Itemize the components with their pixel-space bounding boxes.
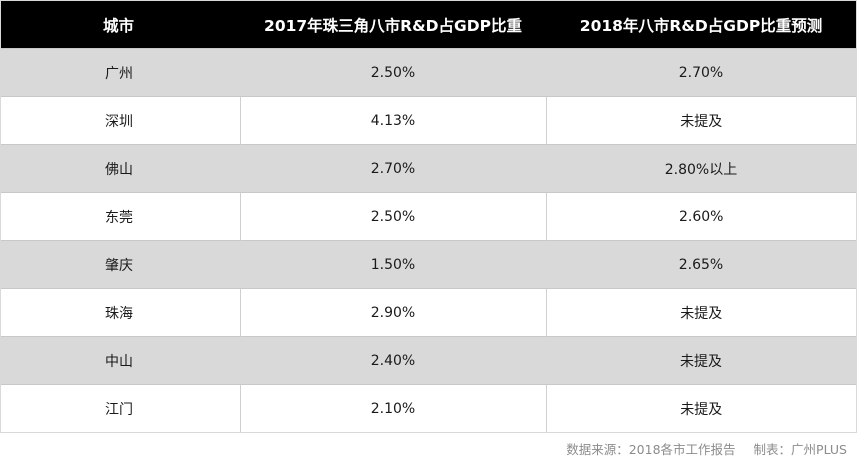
cell-city: 东莞 (1, 192, 240, 241)
cell-2017: 2.70% (240, 144, 546, 193)
cell-city: 肇庆 (1, 240, 240, 289)
table-footer: 数据来源：2018各市工作报告 制表：广州PLUS (558, 424, 847, 458)
cell-city: 广州 (1, 48, 240, 97)
data-table-container: 城市 2017年珠三角八市R&D占GDP比重 2018年八市R&D占GDP比重预… (0, 0, 857, 433)
table-row: 深圳 4.13% 未提及 (1, 96, 856, 145)
cell-2017: 1.50% (240, 240, 546, 289)
cell-city: 佛山 (1, 144, 240, 193)
cell-2017: 2.90% (239, 288, 546, 337)
cell-2017: 4.13% (239, 96, 546, 145)
header-city: 城市 (103, 16, 135, 35)
cell-city: 深圳 (1, 96, 240, 145)
cell-2017: 2.40% (240, 336, 546, 385)
cell-2017: 2.50% (239, 192, 546, 241)
cell-2018: 2.60% (545, 192, 856, 241)
cell-2018: 未提及 (545, 384, 856, 432)
table-row: 珠海 2.90% 未提及 (1, 288, 856, 337)
header-row: 城市 2017年珠三角八市R&D占GDP比重 2018年八市R&D占GDP比重预… (1, 1, 856, 49)
cell-2017: 2.10% (239, 384, 546, 432)
rd-gdp-table: 城市 2017年珠三角八市R&D占GDP比重 2018年八市R&D占GDP比重预… (1, 1, 856, 432)
table-row: 广州 2.50% 2.70% (1, 48, 856, 97)
header-2017: 2017年珠三角八市R&D占GDP比重 (264, 16, 522, 35)
table-header: 城市 2017年珠三角八市R&D占GDP比重 2018年八市R&D占GDP比重预… (1, 1, 856, 49)
table-row: 肇庆 1.50% 2.65% (1, 240, 856, 289)
header-2018: 2018年八市R&D占GDP比重预测 (579, 16, 823, 35)
table-row: 东莞 2.50% 2.60% (1, 192, 856, 241)
cell-2018: 2.65% (546, 240, 856, 289)
cell-2018: 未提及 (546, 336, 856, 385)
table-row: 佛山 2.70% 2.80%以上 (1, 144, 856, 193)
credit-note: 制表：广州PLUS (753, 442, 847, 457)
cell-city: 江门 (1, 384, 240, 432)
table-row: 中山 2.40% 未提及 (1, 336, 856, 385)
table-body: 广州 2.50% 2.70% 深圳 4.13% 未提及 佛山 2.70% 2.8… (1, 48, 856, 432)
cell-2018: 2.70% (546, 48, 856, 97)
cell-2018: 未提及 (545, 96, 856, 145)
cell-city: 珠海 (1, 288, 240, 337)
table-row: 江门 2.10% 未提及 (1, 384, 856, 432)
cell-city: 中山 (1, 336, 240, 385)
cell-2018: 未提及 (545, 288, 856, 337)
cell-2017: 2.50% (240, 48, 546, 97)
cell-2018: 2.80%以上 (546, 144, 856, 193)
data-source-note: 数据来源：2018各市工作报告 (566, 442, 736, 457)
